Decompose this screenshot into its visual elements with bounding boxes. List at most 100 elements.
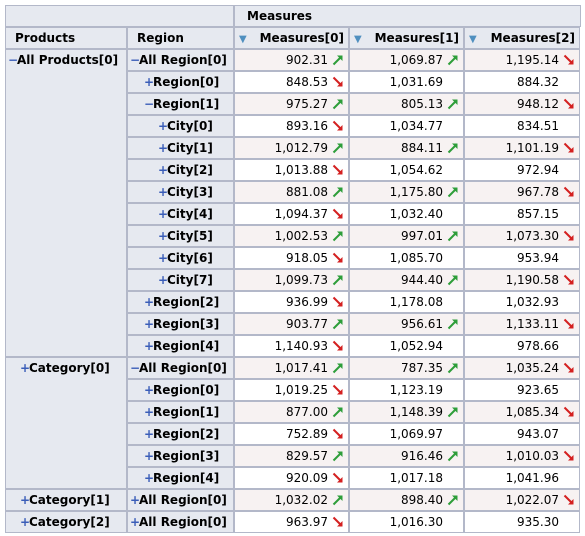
region-member-cell[interactable]: +City[0] [127, 115, 234, 137]
measure-value-cell[interactable]: 1,123.19 [349, 379, 464, 401]
measure-value-cell[interactable]: 918.05 [234, 247, 349, 269]
region-header[interactable]: Region [127, 27, 234, 49]
region-member-cell[interactable]: +Region[4] [127, 335, 234, 357]
region-member-cell[interactable]: +Region[0] [127, 71, 234, 93]
measure-value-cell[interactable]: 903.77 [234, 313, 349, 335]
filter-icon[interactable]: ▼ [469, 34, 477, 45]
collapse-button[interactable]: − [144, 97, 155, 111]
region-member-cell[interactable]: +City[3] [127, 181, 234, 203]
measure-column-header[interactable]: ▼ Measures[2] [464, 27, 580, 49]
measure-value-cell[interactable]: 1,069.87 [349, 49, 464, 71]
measure-value-cell[interactable]: 1,041.96 [464, 467, 580, 489]
product-member-cell[interactable]: +Category[1] [5, 489, 127, 511]
measure-value-cell[interactable]: 935.30 [464, 511, 580, 533]
region-member-cell[interactable]: +Region[1] [127, 401, 234, 423]
measure-value-cell[interactable]: 787.35 [349, 357, 464, 379]
region-member-cell[interactable]: +City[1] [127, 137, 234, 159]
measure-value-cell[interactable]: 1,195.14 [464, 49, 580, 71]
measure-value-cell[interactable]: 920.09 [234, 467, 349, 489]
measure-value-cell[interactable]: 956.61 [349, 313, 464, 335]
measure-value-cell[interactable]: 1,069.97 [349, 423, 464, 445]
collapse-button[interactable]: − [130, 361, 141, 375]
measure-value-cell[interactable]: 1,140.93 [234, 335, 349, 357]
measure-value-cell[interactable]: 936.99 [234, 291, 349, 313]
region-member-cell[interactable]: +Region[2] [127, 291, 234, 313]
expand-button[interactable]: + [144, 449, 155, 463]
measure-value-cell[interactable]: 881.08 [234, 181, 349, 203]
expand-button[interactable]: + [144, 75, 155, 89]
region-member-cell[interactable]: +All Region[0] [127, 511, 234, 533]
region-member-cell[interactable]: +Region[2] [127, 423, 234, 445]
measure-value-cell[interactable]: 967.78 [464, 181, 580, 203]
measure-value-cell[interactable]: 1,017.41 [234, 357, 349, 379]
measure-value-cell[interactable]: 877.00 [234, 401, 349, 423]
measure-value-cell[interactable]: 1,010.03 [464, 445, 580, 467]
measure-value-cell[interactable]: 1,019.25 [234, 379, 349, 401]
measure-value-cell[interactable]: 1,022.07 [464, 489, 580, 511]
expand-button[interactable]: + [158, 141, 169, 155]
measure-value-cell[interactable]: 1,178.08 [349, 291, 464, 313]
measure-value-cell[interactable]: 963.97 [234, 511, 349, 533]
product-member-cell[interactable]: +Category[0] [5, 357, 127, 489]
measure-value-cell[interactable]: 953.94 [464, 247, 580, 269]
expand-button[interactable]: + [158, 163, 169, 177]
measure-value-cell[interactable]: 1,190.58 [464, 269, 580, 291]
measure-value-cell[interactable]: 1,073.30 [464, 225, 580, 247]
region-member-cell[interactable]: +City[7] [127, 269, 234, 291]
measure-value-cell[interactable]: 1,099.73 [234, 269, 349, 291]
expand-button[interactable]: + [144, 383, 155, 397]
expand-button[interactable]: + [144, 339, 155, 353]
filter-icon[interactable]: ▼ [239, 34, 247, 45]
collapse-button[interactable]: − [130, 53, 141, 67]
measure-value-cell[interactable]: 1,148.39 [349, 401, 464, 423]
expand-button[interactable]: + [158, 119, 169, 133]
measure-value-cell[interactable]: 884.32 [464, 71, 580, 93]
measure-value-cell[interactable]: 1,031.69 [349, 71, 464, 93]
filter-icon[interactable]: ▼ [354, 34, 362, 45]
measure-value-cell[interactable]: 1,085.70 [349, 247, 464, 269]
expand-button[interactable]: + [144, 427, 155, 441]
region-member-cell[interactable]: −Region[1] [127, 93, 234, 115]
measure-value-cell[interactable]: 923.65 [464, 379, 580, 401]
measure-value-cell[interactable]: 805.13 [349, 93, 464, 115]
measure-value-cell[interactable]: 975.27 [234, 93, 349, 115]
expand-button[interactable]: + [158, 185, 169, 199]
region-member-cell[interactable]: +Region[3] [127, 445, 234, 467]
measure-value-cell[interactable]: 997.01 [349, 225, 464, 247]
product-member-cell[interactable]: +Category[2] [5, 511, 127, 533]
measure-value-cell[interactable]: 972.94 [464, 159, 580, 181]
measure-value-cell[interactable]: 943.07 [464, 423, 580, 445]
collapse-button[interactable]: − [8, 53, 19, 67]
expand-button[interactable]: + [158, 273, 169, 287]
region-member-cell[interactable]: +Region[4] [127, 467, 234, 489]
region-member-cell[interactable]: −All Region[0] [127, 357, 234, 379]
measure-column-header[interactable]: ▼ Measures[1] [349, 27, 464, 49]
expand-button[interactable]: + [144, 317, 155, 331]
measure-value-cell[interactable]: 1,017.18 [349, 467, 464, 489]
measure-value-cell[interactable]: 916.46 [349, 445, 464, 467]
measure-value-cell[interactable]: 1,101.19 [464, 137, 580, 159]
measure-value-cell[interactable]: 948.12 [464, 93, 580, 115]
measure-value-cell[interactable]: 848.53 [234, 71, 349, 93]
expand-button[interactable]: + [158, 251, 169, 265]
expand-button[interactable]: + [130, 493, 141, 507]
measure-value-cell[interactable]: 752.89 [234, 423, 349, 445]
expand-button[interactable]: + [20, 361, 31, 375]
region-member-cell[interactable]: +Region[0] [127, 379, 234, 401]
region-member-cell[interactable]: +Region[3] [127, 313, 234, 335]
expand-button[interactable]: + [158, 229, 169, 243]
measure-value-cell[interactable]: 1,002.53 [234, 225, 349, 247]
measure-value-cell[interactable]: 1,133.11 [464, 313, 580, 335]
region-member-cell[interactable]: +City[4] [127, 203, 234, 225]
expand-button[interactable]: + [144, 295, 155, 309]
measure-value-cell[interactable]: 829.57 [234, 445, 349, 467]
measure-value-cell[interactable]: 1,054.62 [349, 159, 464, 181]
measure-value-cell[interactable]: 884.11 [349, 137, 464, 159]
expand-button[interactable]: + [144, 471, 155, 485]
expand-button[interactable]: + [130, 515, 141, 529]
region-member-cell[interactable]: +All Region[0] [127, 489, 234, 511]
expand-button[interactable]: + [20, 493, 31, 507]
measure-value-cell[interactable]: 1,034.77 [349, 115, 464, 137]
measure-value-cell[interactable]: 898.40 [349, 489, 464, 511]
measure-value-cell[interactable]: 1,094.37 [234, 203, 349, 225]
